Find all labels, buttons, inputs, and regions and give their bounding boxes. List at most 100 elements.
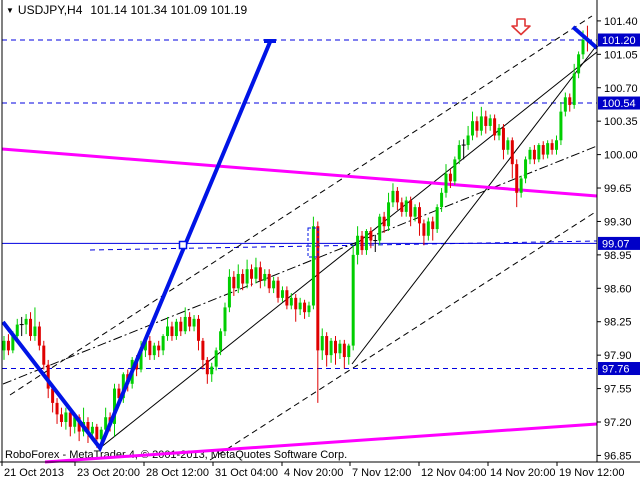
red-down-arrow[interactable] bbox=[511, 18, 531, 36]
candle-body bbox=[99, 429, 103, 440]
blue-projection-segment[interactable] bbox=[571, 25, 599, 50]
trendline-main[interactable] bbox=[99, 51, 598, 449]
candle-body bbox=[258, 267, 262, 281]
candle-body bbox=[356, 235, 360, 255]
time-axis-label: 31 Oct 04:00 bbox=[215, 467, 278, 479]
candle-body bbox=[577, 54, 581, 74]
candle-body bbox=[59, 414, 63, 422]
magenta-support-line[interactable] bbox=[44, 422, 598, 464]
candle-body bbox=[334, 340, 337, 354]
candle-body bbox=[219, 331, 223, 351]
candle-body bbox=[581, 40, 585, 55]
candle-body bbox=[550, 143, 554, 150]
time-axis-label: 28 Oct 12:00 bbox=[146, 467, 209, 479]
symbol-timeframe-label: USDJPY,H4 bbox=[17, 3, 83, 17]
candle-body bbox=[188, 316, 192, 327]
zigzag-top-cap[interactable] bbox=[264, 39, 276, 43]
candle-body bbox=[303, 302, 307, 313]
candle-body bbox=[2, 340, 6, 351]
candle-body bbox=[254, 267, 258, 279]
candle-body bbox=[241, 273, 245, 284]
candle-body bbox=[537, 145, 541, 160]
candle-body bbox=[285, 290, 289, 306]
candle-body bbox=[320, 336, 324, 351]
candle-body bbox=[360, 235, 364, 251]
candle-body bbox=[391, 190, 395, 203]
candle-body bbox=[325, 336, 329, 356]
candle-body bbox=[250, 269, 254, 279]
price-axis-label: 97.20 bbox=[604, 417, 632, 429]
candle-body bbox=[37, 326, 41, 346]
candle-body bbox=[267, 273, 271, 289]
candle-body bbox=[440, 192, 444, 208]
candle-body bbox=[201, 340, 205, 360]
candle-body bbox=[453, 159, 457, 182]
price-axis-label: 101.05 bbox=[604, 49, 638, 61]
candle-body bbox=[196, 318, 200, 341]
candle-body bbox=[546, 143, 550, 155]
candle-body bbox=[210, 366, 214, 375]
candle-body bbox=[192, 318, 196, 327]
candle-body bbox=[532, 149, 536, 160]
price-axis-label: 99.07 bbox=[602, 238, 630, 250]
candle-body bbox=[475, 121, 479, 131]
candle-body bbox=[33, 326, 37, 337]
candle-body bbox=[316, 226, 320, 351]
candle-body bbox=[280, 290, 284, 298]
trendline-steep[interactable] bbox=[351, 44, 598, 365]
price-axis-label: 99.65 bbox=[604, 183, 632, 195]
candle-body bbox=[183, 316, 187, 332]
channel-upper[interactable] bbox=[9, 15, 593, 396]
candle-body bbox=[404, 200, 408, 212]
price-axis-label: 97.90 bbox=[604, 350, 632, 362]
candle-body bbox=[435, 207, 439, 230]
blue-dashed-trendline[interactable] bbox=[89, 240, 598, 251]
magenta-resistance-line[interactable] bbox=[1, 147, 598, 198]
candle-body bbox=[413, 207, 417, 217]
time-axis-label: 23 Oct 20:00 bbox=[77, 467, 140, 479]
price-axis-label: 98.60 bbox=[604, 283, 632, 295]
dashed-marker[interactable] bbox=[307, 227, 319, 258]
price-axis-label: 100.00 bbox=[604, 150, 638, 162]
time-axis-label: 4 Nov 20:00 bbox=[284, 467, 343, 479]
blue-zigzag[interactable] bbox=[1, 41, 272, 452]
candle-body bbox=[338, 343, 342, 354]
candle-body bbox=[369, 231, 373, 241]
symbol-dropdown-icon[interactable]: ▼ bbox=[6, 6, 14, 15]
price-axis-label: 98.95 bbox=[604, 250, 632, 262]
copyright-text: RoboForex - MetaTrader 4, © 2001-2013, M… bbox=[5, 449, 347, 461]
candle-body bbox=[170, 326, 174, 337]
price-highlight-badge bbox=[598, 236, 640, 250]
candle-body bbox=[329, 340, 333, 356]
candle-body bbox=[245, 269, 249, 284]
price-axis-label: 101.40 bbox=[604, 16, 638, 28]
candle-body bbox=[174, 321, 178, 337]
time-axis-label: 19 Nov 12:00 bbox=[559, 467, 624, 479]
zigzag-anchor-square[interactable] bbox=[178, 240, 188, 250]
time-axis-label: 12 Nov 04:00 bbox=[421, 467, 486, 479]
candle-body bbox=[148, 340, 152, 356]
time-axis-label: 21 Oct 2013 bbox=[4, 467, 64, 479]
candle-body bbox=[311, 226, 315, 306]
candle-body bbox=[519, 178, 523, 193]
candle-body bbox=[457, 145, 461, 160]
time-axis-label: 7 Nov 12:00 bbox=[352, 467, 411, 479]
channel-lower[interactable] bbox=[209, 210, 598, 461]
candle-body bbox=[121, 374, 125, 399]
candle-body bbox=[572, 73, 576, 105]
channel-mid[interactable] bbox=[2, 145, 598, 385]
candle-body bbox=[143, 340, 147, 351]
candle-body bbox=[506, 140, 510, 150]
candle-body bbox=[378, 216, 382, 241]
candle-body bbox=[555, 140, 558, 150]
candle-body bbox=[24, 318, 28, 325]
candle-body bbox=[422, 223, 426, 236]
candle-body bbox=[161, 336, 165, 351]
candle-body bbox=[64, 412, 68, 422]
candle-body bbox=[387, 202, 391, 227]
candle-body bbox=[11, 336, 15, 351]
ohlc-quotes: 101.14 101.34 101.09 101.19 bbox=[90, 3, 248, 17]
candle-body bbox=[263, 273, 267, 281]
